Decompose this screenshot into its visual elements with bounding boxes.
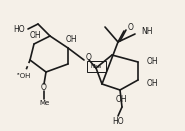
Text: OH: OH [115, 94, 127, 103]
Text: O: O [86, 53, 92, 62]
Text: HO: HO [112, 118, 124, 127]
Text: NH: NH [141, 28, 152, 37]
Text: HO: HO [13, 24, 25, 34]
Text: O: O [41, 83, 47, 92]
Text: OH: OH [65, 34, 77, 43]
Text: OH: OH [29, 31, 41, 40]
Text: O: O [128, 23, 134, 31]
Text: Me: Me [39, 100, 49, 106]
Text: Nba: Nba [90, 64, 102, 69]
Text: OH: OH [147, 78, 159, 88]
Text: ''OH: ''OH [17, 73, 31, 79]
Text: OH: OH [147, 58, 159, 67]
FancyBboxPatch shape [87, 61, 105, 72]
